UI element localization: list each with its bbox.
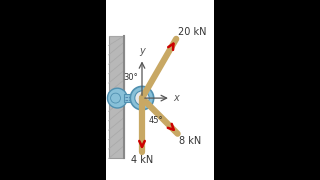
Text: 4 kN: 4 kN: [131, 155, 153, 165]
Text: x: x: [173, 93, 179, 103]
Text: 30°: 30°: [124, 73, 139, 82]
Bar: [124, 94, 137, 102]
Circle shape: [111, 93, 121, 103]
Circle shape: [135, 91, 149, 105]
Text: 45°: 45°: [148, 116, 163, 125]
Text: y: y: [139, 46, 145, 56]
Text: 20 kN: 20 kN: [178, 27, 206, 37]
Circle shape: [130, 86, 154, 110]
Bar: [109, 36, 124, 158]
Text: 8 kN: 8 kN: [180, 136, 202, 146]
Bar: [106, 0, 214, 180]
Circle shape: [108, 88, 127, 108]
